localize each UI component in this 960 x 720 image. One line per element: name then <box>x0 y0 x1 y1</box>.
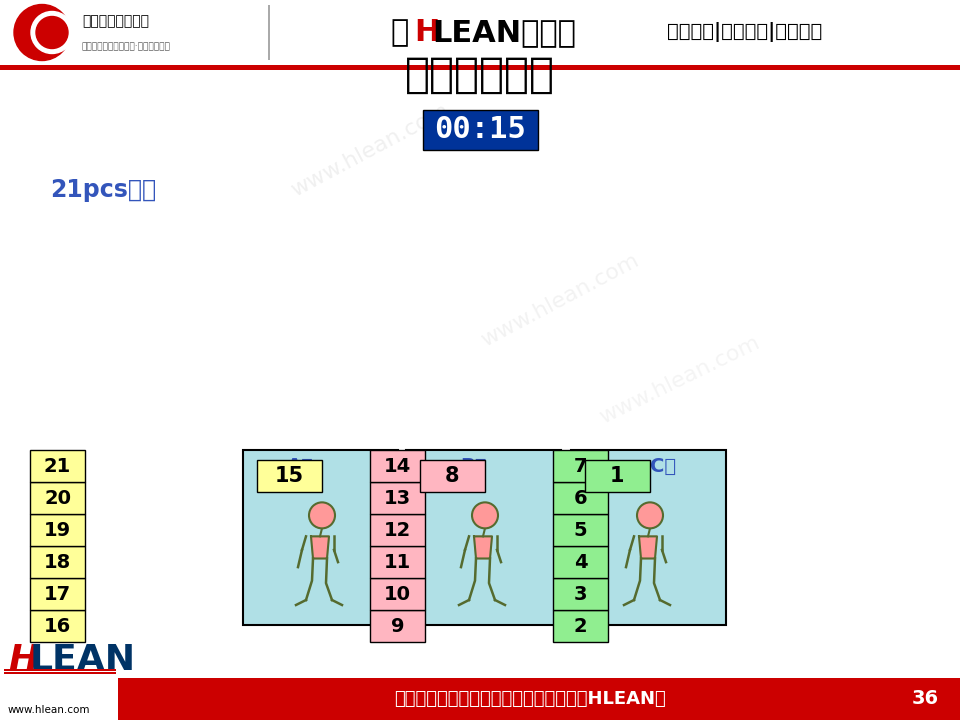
Polygon shape <box>311 536 329 559</box>
Circle shape <box>637 503 663 528</box>
Text: 精益生产|智能制造|管理前沿: 精益生产|智能制造|管理前沿 <box>667 22 823 42</box>
Circle shape <box>14 4 70 60</box>
Text: H: H <box>414 18 440 47</box>
Text: 精益生产促进中心: 精益生产促进中心 <box>82 14 149 29</box>
Text: 19: 19 <box>44 521 71 539</box>
Bar <box>420 460 485 492</box>
Bar <box>243 450 397 625</box>
Text: www.hlean.com: www.hlean.com <box>8 705 90 715</box>
Bar <box>256 460 322 492</box>
Bar <box>30 482 85 514</box>
Text: 2: 2 <box>574 616 588 636</box>
Text: 6: 6 <box>574 488 588 508</box>
Bar <box>0 643 118 720</box>
Bar <box>370 610 425 642</box>
Bar <box>570 450 726 625</box>
Bar <box>405 450 561 625</box>
Text: 9: 9 <box>391 616 404 636</box>
Text: 13: 13 <box>384 488 411 508</box>
Text: 36: 36 <box>911 690 939 708</box>
Circle shape <box>309 503 335 528</box>
Text: 20: 20 <box>44 488 71 508</box>
Bar <box>553 450 608 482</box>
Bar <box>0 678 960 720</box>
Text: 4: 4 <box>574 552 588 572</box>
Circle shape <box>472 503 498 528</box>
Text: 00:15: 00:15 <box>434 115 526 145</box>
Bar <box>370 546 425 578</box>
Bar <box>370 482 425 514</box>
Bar <box>553 546 608 578</box>
Bar <box>0 0 960 65</box>
Text: 10: 10 <box>384 585 411 603</box>
Text: 15: 15 <box>275 466 303 486</box>
Text: C站: C站 <box>650 456 676 475</box>
Bar <box>422 110 538 150</box>
Bar <box>4 668 116 671</box>
Bar <box>30 514 85 546</box>
Text: 11: 11 <box>384 552 411 572</box>
Text: 8: 8 <box>444 466 459 486</box>
Text: LEAN: LEAN <box>30 643 136 677</box>
Text: 中国先进精益管理体系·智能制造系统: 中国先进精益管理体系·智能制造系统 <box>82 42 171 51</box>
Bar <box>370 578 425 610</box>
Text: www.hlean.com: www.hlean.com <box>478 250 642 350</box>
Bar <box>4 672 116 674</box>
Polygon shape <box>474 536 492 559</box>
Text: www.hlean.com: www.hlean.com <box>288 100 452 200</box>
Text: 传统堆货生产: 传统堆货生产 <box>405 54 555 96</box>
Text: 3: 3 <box>574 585 588 603</box>
Bar <box>370 514 425 546</box>
Text: 5: 5 <box>574 521 588 539</box>
Text: 17: 17 <box>44 585 71 603</box>
Text: 7: 7 <box>574 456 588 475</box>
Text: 16: 16 <box>44 616 71 636</box>
Bar <box>268 5 270 60</box>
Bar <box>553 482 608 514</box>
Text: 做行业标杆，找精弘益；要幸福高效，用HLEAN！: 做行业标杆，找精弘益；要幸福高效，用HLEAN！ <box>395 690 666 708</box>
Bar <box>0 65 960 70</box>
Text: A站: A站 <box>287 456 313 475</box>
Bar <box>30 546 85 578</box>
Bar <box>553 610 608 642</box>
Polygon shape <box>639 536 657 559</box>
Text: LEAN学堂】: LEAN学堂】 <box>432 18 576 47</box>
Bar <box>30 450 85 482</box>
Text: 14: 14 <box>384 456 411 475</box>
Bar <box>585 460 650 492</box>
Text: B站: B站 <box>460 456 487 475</box>
Text: 12: 12 <box>384 521 411 539</box>
Bar <box>30 578 85 610</box>
Text: H: H <box>8 643 38 677</box>
Text: www.hlean.com: www.hlean.com <box>596 333 763 428</box>
Text: 21: 21 <box>44 456 71 475</box>
Text: 【: 【 <box>390 18 408 47</box>
Bar <box>553 578 608 610</box>
Bar <box>30 610 85 642</box>
Text: 1: 1 <box>610 466 624 486</box>
Circle shape <box>36 17 68 48</box>
Bar <box>553 514 608 546</box>
Bar <box>370 450 425 482</box>
Circle shape <box>31 12 73 53</box>
Text: 18: 18 <box>44 552 71 572</box>
Text: 21pcs产品: 21pcs产品 <box>50 178 156 202</box>
